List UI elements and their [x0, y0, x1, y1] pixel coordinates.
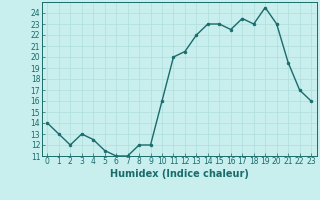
X-axis label: Humidex (Indice chaleur): Humidex (Indice chaleur) — [110, 169, 249, 179]
